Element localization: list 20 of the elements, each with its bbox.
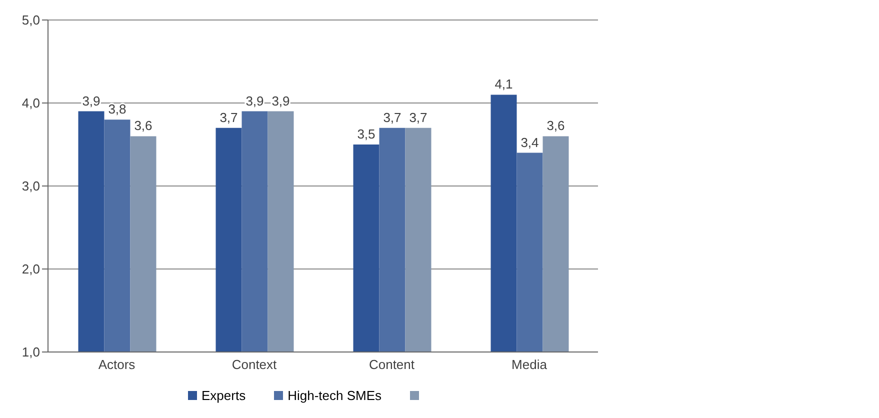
data-label: 3,7 [220, 110, 238, 125]
y-tick-label: 4,0 [22, 96, 40, 111]
legend-label: High-tech SMEs [288, 388, 382, 403]
data-label: 3,6 [546, 118, 565, 134]
y-tick-label: 3,0 [22, 178, 40, 194]
x-tick-label: Content [368, 357, 415, 372]
x-tick-label: Media [512, 357, 548, 372]
data-label: 4,1 [494, 76, 513, 92]
data-label: 3,8 [108, 102, 126, 117]
data-label: 3,6 [134, 118, 152, 134]
data-label: 3,7 [383, 110, 402, 125]
data-label: 3,4 [520, 134, 539, 150]
x-tick-label: Actors [98, 357, 136, 372]
legend-label: Experts [202, 388, 246, 403]
y-tick-label: 5,0 [22, 12, 40, 28]
x-tick-label: Context [232, 357, 278, 372]
data-label: 3,5 [357, 126, 376, 142]
y-tick-label: 1,0 [22, 344, 40, 360]
data-label: 3,7 [409, 110, 428, 125]
y-tick-label: 2,0 [22, 262, 40, 277]
